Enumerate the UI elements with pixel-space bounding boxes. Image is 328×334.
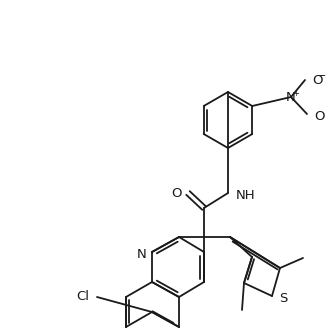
- Text: N: N: [286, 91, 296, 104]
- Text: +: +: [293, 89, 299, 98]
- Text: Cl: Cl: [76, 291, 89, 304]
- Text: O: O: [312, 73, 322, 87]
- Text: −: −: [317, 71, 327, 81]
- Text: O: O: [314, 110, 324, 123]
- Text: NH: NH: [236, 188, 256, 201]
- Text: N: N: [137, 248, 147, 262]
- Text: O: O: [172, 186, 182, 199]
- Text: S: S: [279, 292, 287, 305]
